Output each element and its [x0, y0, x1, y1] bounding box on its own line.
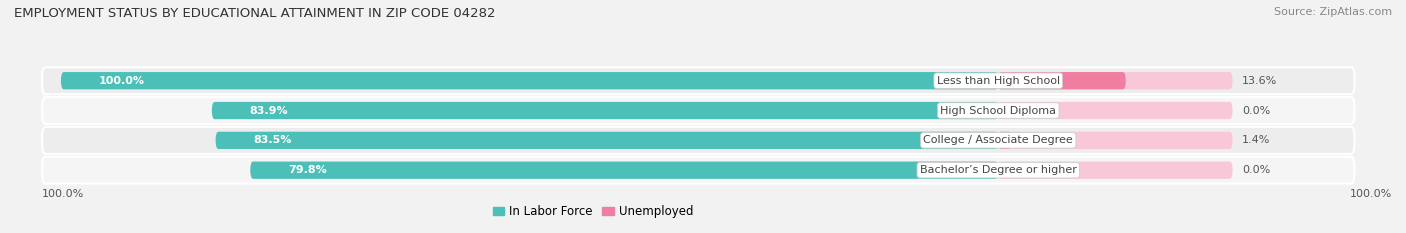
Text: Bachelor’s Degree or higher: Bachelor’s Degree or higher — [920, 165, 1077, 175]
FancyBboxPatch shape — [998, 72, 1126, 89]
Text: 83.5%: 83.5% — [253, 135, 291, 145]
Text: High School Diploma: High School Diploma — [941, 106, 1056, 116]
Text: 0.0%: 0.0% — [1241, 165, 1270, 175]
Text: College / Associate Degree: College / Associate Degree — [924, 135, 1073, 145]
Text: 83.9%: 83.9% — [249, 106, 288, 116]
Text: EMPLOYMENT STATUS BY EDUCATIONAL ATTAINMENT IN ZIP CODE 04282: EMPLOYMENT STATUS BY EDUCATIONAL ATTAINM… — [14, 7, 495, 20]
FancyBboxPatch shape — [215, 132, 998, 149]
Text: 100.0%: 100.0% — [42, 189, 84, 199]
FancyBboxPatch shape — [998, 132, 1233, 149]
Text: 79.8%: 79.8% — [288, 165, 326, 175]
FancyBboxPatch shape — [998, 132, 1011, 149]
Text: 1.4%: 1.4% — [1241, 135, 1271, 145]
Text: Source: ZipAtlas.com: Source: ZipAtlas.com — [1274, 7, 1392, 17]
FancyBboxPatch shape — [42, 157, 1354, 184]
FancyBboxPatch shape — [212, 102, 998, 119]
FancyBboxPatch shape — [998, 161, 1233, 179]
FancyBboxPatch shape — [42, 127, 1354, 154]
Legend: In Labor Force, Unemployed: In Labor Force, Unemployed — [492, 205, 693, 218]
FancyBboxPatch shape — [998, 72, 1233, 89]
Text: 100.0%: 100.0% — [1350, 189, 1392, 199]
FancyBboxPatch shape — [60, 72, 998, 89]
FancyBboxPatch shape — [42, 97, 1354, 124]
Text: 0.0%: 0.0% — [1241, 106, 1270, 116]
FancyBboxPatch shape — [998, 102, 1233, 119]
Text: Less than High School: Less than High School — [936, 76, 1060, 86]
FancyBboxPatch shape — [250, 161, 998, 179]
FancyBboxPatch shape — [42, 67, 1354, 94]
Text: 100.0%: 100.0% — [98, 76, 145, 86]
Text: 13.6%: 13.6% — [1241, 76, 1277, 86]
